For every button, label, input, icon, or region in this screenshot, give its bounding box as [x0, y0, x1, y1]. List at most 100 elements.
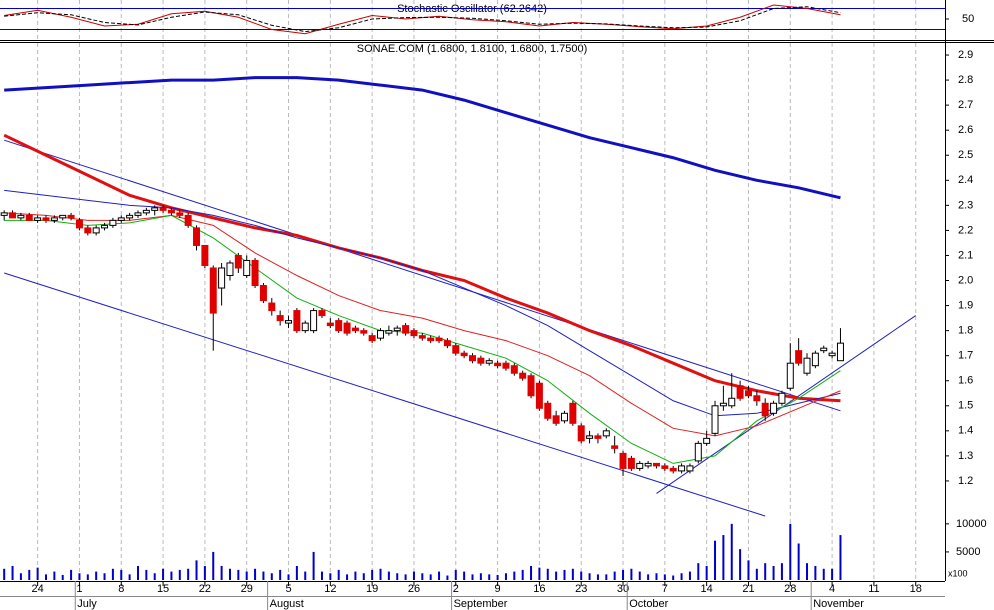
volume-bar: [471, 574, 474, 580]
volume-bar: [145, 569, 148, 580]
volume-bar: [11, 565, 14, 580]
x-tick-label: 22: [199, 583, 211, 595]
volume-bar: [780, 563, 783, 580]
candle-body: [67, 214, 75, 219]
candle-body: [293, 310, 301, 332]
candle-body: [335, 320, 343, 332]
x-tick-label: 15: [157, 583, 169, 595]
x-tick-label: 9: [495, 583, 501, 595]
candle-body: [586, 435, 594, 439]
volume-bar: [329, 573, 332, 580]
y-tick-label: 5000: [956, 546, 980, 558]
candle-body: [552, 415, 560, 424]
volume-bar: [680, 573, 683, 580]
volume-bar: [488, 574, 491, 580]
volume-bar: [237, 569, 240, 580]
volume-bar: [312, 551, 315, 580]
candle-body: [460, 352, 468, 357]
y-tick-label: 1.6: [958, 375, 973, 387]
volume-bar: [19, 573, 22, 580]
candle-body: [535, 382, 543, 409]
volume-bar: [254, 568, 257, 580]
volume-bar: [463, 571, 466, 580]
y-tick-label: 2.9: [958, 49, 973, 61]
candle-body: [795, 350, 803, 364]
volume-bar: [262, 571, 265, 580]
candle-body: [836, 342, 844, 362]
candle-body: [410, 330, 418, 337]
candle-body: [577, 425, 585, 442]
y-tick-label: 1.9: [958, 299, 973, 311]
candle-body: [310, 310, 318, 332]
volume-bar: [95, 571, 98, 580]
month-label: September: [454, 598, 508, 610]
volume-bar: [136, 565, 139, 580]
y-tick-label: 2.1: [958, 249, 973, 261]
volume-bar: [546, 568, 549, 580]
candle-body: [0, 212, 8, 216]
y-tick-label: 1.8: [958, 325, 973, 337]
x-tick-label: 7: [662, 583, 668, 595]
x-tick-label: 28: [784, 583, 796, 595]
y-tick-label: 10000: [956, 518, 987, 530]
candle-body: [569, 402, 577, 424]
candle-body: [176, 212, 184, 216]
candle-body: [343, 322, 351, 334]
month-label: July: [77, 598, 97, 610]
month-label: August: [270, 598, 304, 610]
volume-bar: [354, 571, 357, 580]
candle-body: [811, 352, 819, 367]
volume-bar: [571, 568, 574, 580]
y-tick-label: 1.3: [958, 450, 973, 462]
candle-body: [703, 437, 711, 444]
candle-body: [652, 462, 660, 467]
x-tick-label: 16: [533, 583, 545, 595]
candle-body: [351, 327, 359, 332]
volume-bar: [379, 568, 382, 580]
volume-bar: [203, 565, 206, 580]
volume-bar: [596, 574, 599, 580]
candle-body: [678, 465, 686, 472]
candle-body: [786, 362, 794, 389]
volume-bar: [655, 573, 658, 580]
candle-body: [820, 347, 828, 352]
volume-bar: [714, 540, 717, 580]
x-tick-label: 23: [575, 583, 587, 595]
volume-bar: [337, 569, 340, 580]
volume-bar: [479, 573, 482, 580]
candle-body: [377, 330, 385, 339]
volume-bar: [814, 565, 817, 580]
volume-bar: [831, 568, 834, 580]
y-tick-label: 2.5: [958, 149, 973, 161]
volume-bar: [789, 523, 792, 580]
candle-body: [828, 352, 836, 357]
x-tick-label: 18: [910, 583, 922, 595]
candle-body: [167, 209, 175, 214]
candle-body: [75, 219, 83, 229]
candle-body: [560, 412, 568, 422]
candle-body: [117, 217, 125, 221]
x-tick-label: 19: [366, 583, 378, 595]
volume-bar: [513, 571, 516, 580]
candle-body: [452, 345, 460, 354]
candle-body: [661, 465, 669, 469]
volume-bar: [421, 573, 424, 580]
candle-body: [636, 462, 644, 469]
volume-bar: [697, 563, 700, 580]
price-title: SONAE.COM (1.6800, 1.8100, 1.6800, 1.750…: [357, 43, 588, 55]
candle-body: [218, 267, 226, 289]
volume-bar: [688, 571, 691, 580]
volume-bar: [120, 569, 123, 580]
candle-body: [435, 337, 443, 342]
candle-body: [9, 212, 17, 219]
candle-body: [427, 337, 435, 342]
y-tick-label: 2.4: [958, 174, 973, 186]
stochastic-line: [4, 4, 841, 35]
x-tick-label: 5: [285, 583, 291, 595]
x-tick-label: 2: [453, 583, 459, 595]
x-tick-label: 30: [617, 583, 629, 595]
volume-bar: [605, 574, 608, 580]
candle-body: [159, 207, 167, 211]
volume-bar: [396, 573, 399, 580]
